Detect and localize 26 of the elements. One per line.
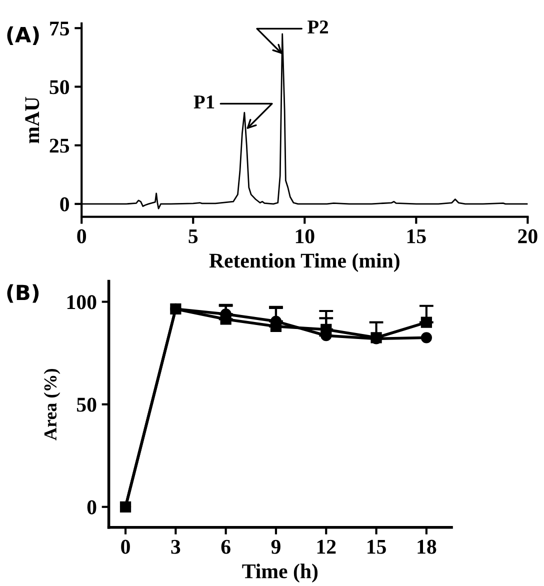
text: (B) [7, 284, 39, 303]
y-tick-label: 0 [60, 197, 69, 212]
x-tick-label: 9 [271, 540, 280, 554]
x-tick-label: 10 [296, 229, 314, 244]
x-tick-label: 18 [418, 540, 436, 554]
annotation: P1 [194, 96, 214, 108]
annotation: P2 [308, 20, 328, 34]
y-axis-title: Area (%) [44, 368, 60, 440]
y-tick-label: 75 [50, 22, 70, 36]
y-tick-label: 25 [50, 138, 70, 153]
y-axis-title: mAU [25, 96, 40, 144]
text: (A) [7, 26, 39, 45]
x-tick-label: 20 [518, 229, 538, 244]
y-tick-label: 50 [76, 398, 96, 412]
x-tick-label: 6 [221, 540, 230, 554]
x-axis-title: Time (h) [242, 564, 318, 583]
x-tick-label: 12 [317, 540, 336, 554]
x-axis-title: Retention Time (min) [209, 253, 400, 272]
y-tick-label: 50 [50, 80, 69, 94]
x-tick-label: 5 [188, 229, 198, 244]
y-tick-label: 0 [87, 500, 96, 514]
x-tick-label: 3 [171, 540, 180, 554]
x-tick-label: 15 [368, 540, 386, 554]
x-tick-label: 0 [121, 540, 130, 554]
y-tick-label: 100 [67, 295, 96, 310]
x-tick-label: 15 [407, 229, 426, 244]
